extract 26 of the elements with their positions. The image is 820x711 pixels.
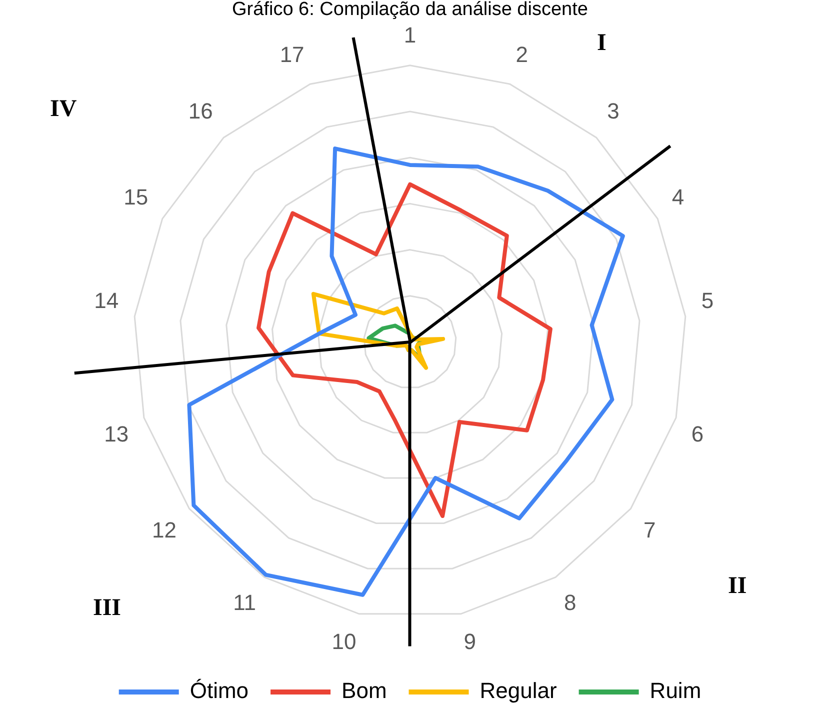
spoke-label: 10 bbox=[332, 628, 356, 654]
spoke-label: 6 bbox=[691, 421, 704, 446]
spoke-label: 17 bbox=[280, 42, 304, 68]
legend-label: Regular bbox=[480, 678, 557, 704]
chart-title: Gráfico 6: Compilação da análise discente bbox=[231, 0, 589, 20]
spoke-label: 16 bbox=[188, 98, 213, 124]
spoke-label: 14 bbox=[94, 288, 119, 313]
text: I bbox=[597, 30, 606, 57]
legend-label: Ruim bbox=[650, 678, 702, 704]
spoke-label: 3 bbox=[607, 98, 620, 124]
spoke-label: 13 bbox=[104, 421, 129, 446]
spoke-label: 1 bbox=[404, 22, 416, 48]
spoke-label: 8 bbox=[564, 590, 576, 616]
spoke-label: 5 bbox=[701, 288, 714, 313]
spoke-label: 11 bbox=[233, 590, 256, 616]
spoke-label: 2 bbox=[516, 42, 528, 68]
spoke-label: 15 bbox=[124, 184, 148, 210]
spoke-label: 9 bbox=[464, 628, 476, 654]
text: II bbox=[728, 573, 747, 600]
spoke-label: 4 bbox=[672, 184, 684, 210]
legend-label: Bom bbox=[342, 678, 387, 704]
legend-label: Ótimo bbox=[190, 678, 249, 704]
spoke-label: 7 bbox=[644, 518, 656, 543]
spoke-label: 12 bbox=[152, 518, 176, 543]
text: III bbox=[93, 595, 122, 622]
text: IV bbox=[50, 96, 77, 123]
